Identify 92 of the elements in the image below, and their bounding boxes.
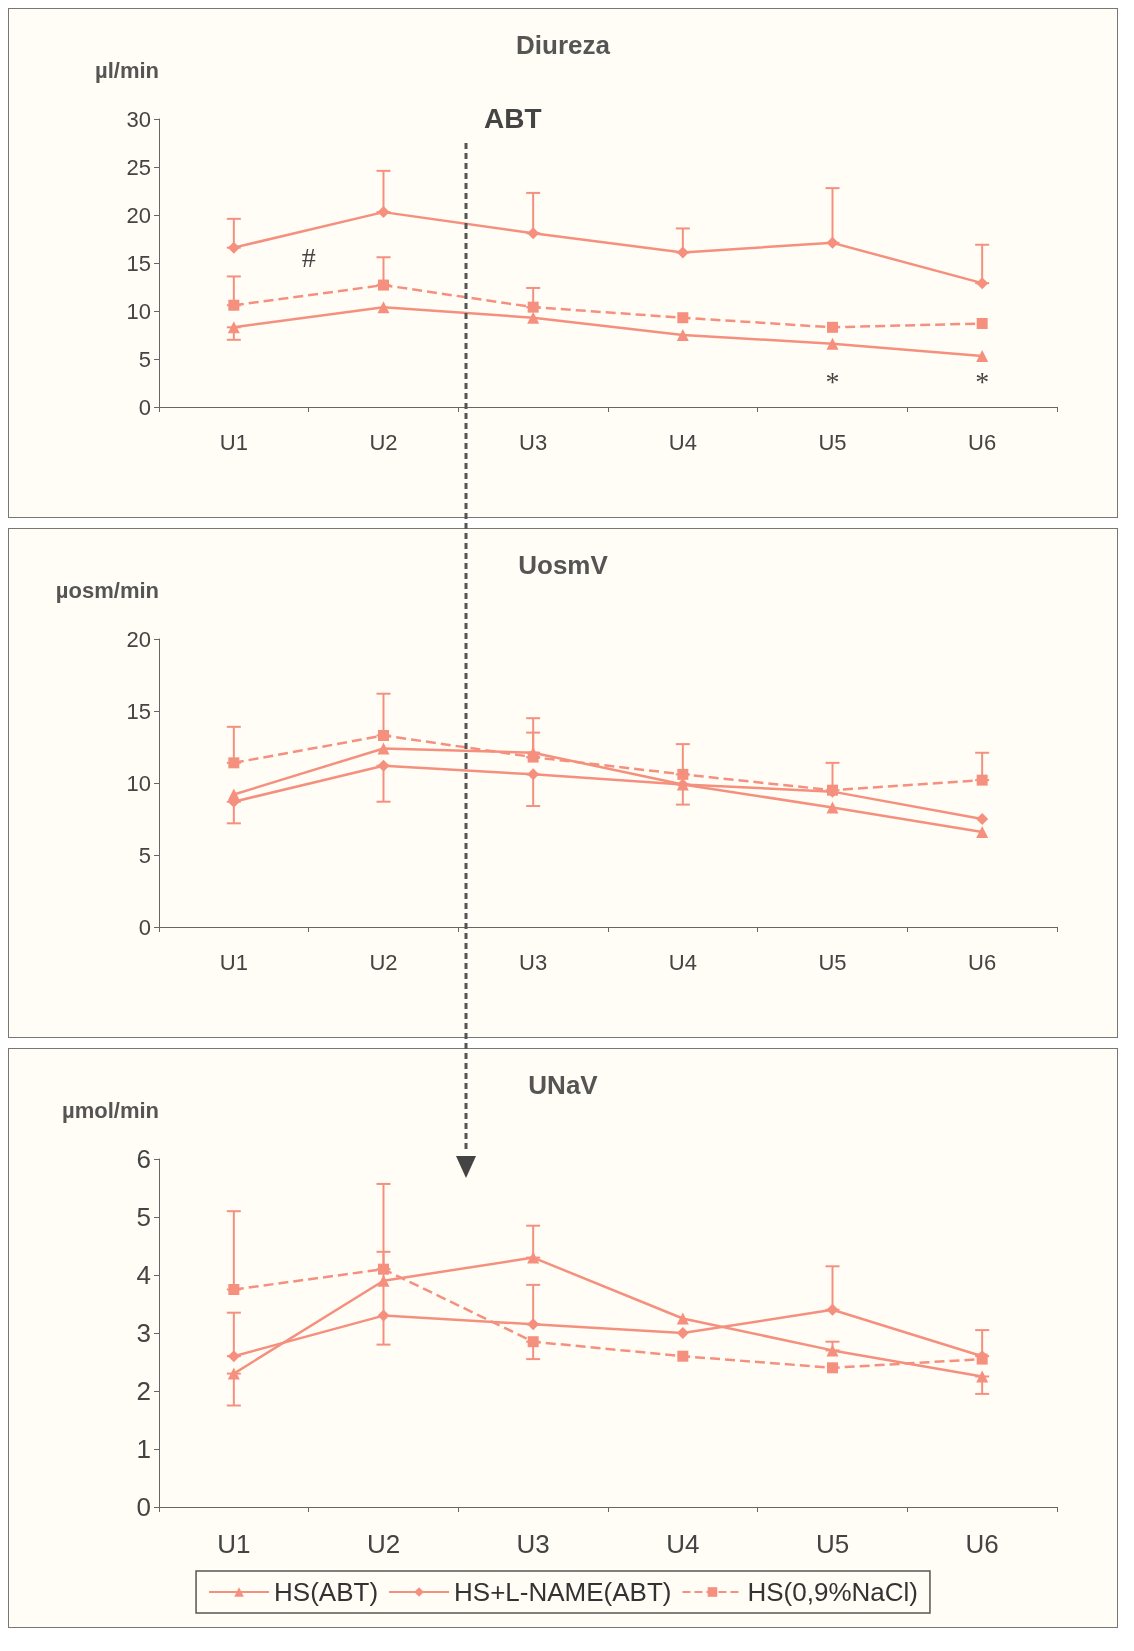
point xyxy=(227,241,240,254)
chart-title: UNaV xyxy=(528,1070,599,1100)
y-tick-label: 25 xyxy=(126,154,151,180)
chart-title: Diureza xyxy=(516,30,611,60)
legend-label: HS(ABT) xyxy=(274,1577,379,1607)
point xyxy=(228,1284,240,1295)
point xyxy=(976,1370,989,1383)
point xyxy=(527,1251,540,1264)
y-tick-label: 20 xyxy=(126,626,151,652)
x-tick-label: U5 xyxy=(818,949,847,975)
x-tick-label: U2 xyxy=(369,429,398,455)
point xyxy=(527,311,540,324)
x-tick-label: U4 xyxy=(668,949,697,975)
x-tick-label: U2 xyxy=(366,1529,401,1559)
y-tick-label: 0 xyxy=(138,394,151,420)
x-tick-label: U1 xyxy=(219,949,248,975)
x-tick-label: U3 xyxy=(519,949,548,975)
x-tick-label: U6 xyxy=(968,949,997,975)
chart-title: UosmV xyxy=(518,550,609,580)
point xyxy=(227,321,240,334)
point xyxy=(676,329,689,341)
x-tick-label: U2 xyxy=(369,949,398,975)
point xyxy=(676,1312,689,1325)
point xyxy=(527,1336,539,1348)
y-axis-title: µmol/min xyxy=(61,1097,159,1123)
point xyxy=(527,301,539,313)
point xyxy=(976,813,989,825)
y-tick-label: 20 xyxy=(126,202,151,228)
point xyxy=(378,1263,389,1275)
y-axis-title: µl/min xyxy=(94,57,159,83)
x-tick-label: U5 xyxy=(815,1529,850,1559)
y-axis-title: µosm/min xyxy=(55,577,159,603)
y-tick-label: 1 xyxy=(136,1434,151,1464)
point xyxy=(676,246,689,259)
legend-label: HS(0,9%NaCl) xyxy=(747,1577,918,1607)
point xyxy=(377,1309,390,1322)
point xyxy=(826,236,839,249)
point xyxy=(976,277,989,290)
point xyxy=(827,321,838,333)
point xyxy=(677,312,689,324)
point xyxy=(976,350,989,363)
y-tick-label: 0 xyxy=(138,914,151,940)
point xyxy=(527,227,540,240)
x-tick-label: U6 xyxy=(968,429,997,455)
y-tick-label: 30 xyxy=(126,106,151,132)
x-tick-label: U3 xyxy=(516,1529,550,1559)
x-tick-label: U1 xyxy=(217,1529,251,1559)
x-tick-label: U6 xyxy=(965,1529,999,1559)
point xyxy=(677,768,689,780)
point xyxy=(826,1303,839,1316)
y-tick-label: 4 xyxy=(136,1260,151,1290)
point xyxy=(827,1362,838,1374)
x-tick-label: U5 xyxy=(818,429,847,455)
point xyxy=(228,757,240,769)
point xyxy=(377,301,390,314)
y-tick-label: 3 xyxy=(136,1318,151,1348)
annotation: * xyxy=(825,365,840,397)
point xyxy=(826,801,839,814)
point xyxy=(228,299,240,311)
x-tick-label: U3 xyxy=(519,429,548,455)
legend-label: HS+L-NAME(ABT) xyxy=(454,1577,672,1607)
point xyxy=(227,1367,240,1380)
y-tick-label: 0 xyxy=(136,1492,151,1522)
y-tick-label: 15 xyxy=(126,250,151,276)
annotation: * xyxy=(975,365,990,397)
point xyxy=(377,206,390,219)
annotation: # xyxy=(301,241,316,273)
y-tick-label: 15 xyxy=(126,698,151,724)
point xyxy=(676,1327,689,1339)
y-tick-label: 5 xyxy=(138,346,151,372)
point xyxy=(976,825,989,838)
point xyxy=(527,751,539,763)
point xyxy=(976,317,988,329)
y-tick-label: 5 xyxy=(138,842,151,868)
point xyxy=(227,1350,240,1363)
point xyxy=(976,774,988,786)
x-tick-label: U4 xyxy=(666,1529,700,1559)
x-tick-label: U4 xyxy=(668,429,697,455)
y-tick-label: 10 xyxy=(126,770,151,796)
point xyxy=(378,279,389,291)
y-tick-label: 5 xyxy=(136,1202,151,1232)
annotation: ABT xyxy=(484,103,542,135)
point xyxy=(527,768,540,781)
x-tick-label: U1 xyxy=(219,429,248,455)
point xyxy=(378,729,389,741)
point xyxy=(377,759,390,772)
y-tick-label: 6 xyxy=(136,1144,151,1174)
point xyxy=(677,1350,689,1362)
point xyxy=(377,742,390,755)
point xyxy=(826,337,839,350)
y-tick-label: 10 xyxy=(126,298,151,324)
y-tick-label: 2 xyxy=(136,1376,151,1406)
